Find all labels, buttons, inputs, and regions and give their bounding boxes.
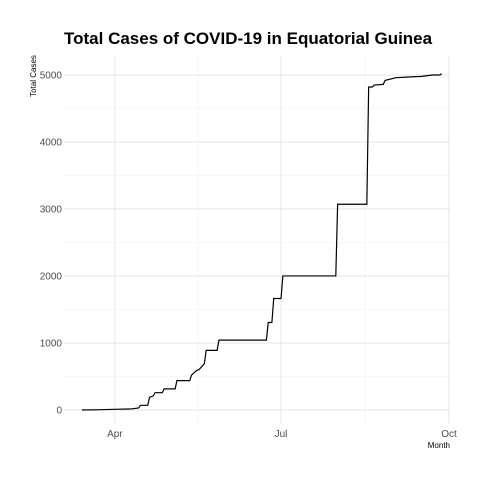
- x-axis-label: Month: [428, 441, 450, 450]
- y-tick-label: 5000: [40, 71, 63, 82]
- x-tick-label: Oct: [441, 429, 457, 440]
- x-axis-ticks: Apr Jul Oct: [107, 429, 457, 440]
- major-gridlines: [64, 56, 450, 424]
- y-axis-ticks: 0 1000 2000 3000 4000 5000: [40, 71, 63, 417]
- y-tick-label: 0: [56, 406, 62, 417]
- x-tick-label: Apr: [107, 429, 123, 440]
- series-layer: [81, 73, 443, 411]
- y-tick-label: 3000: [40, 205, 63, 216]
- series-line-0: [81, 73, 443, 411]
- x-tick-label: Jul: [275, 429, 288, 440]
- y-tick-label: 2000: [40, 272, 63, 283]
- chart-title: Total Cases of COVID-19 in Equatorial Gu…: [64, 29, 433, 48]
- minor-gridlines: [64, 56, 450, 424]
- y-axis-label: Total Cases: [29, 55, 38, 97]
- y-tick-label: 4000: [40, 138, 63, 149]
- y-tick-label: 1000: [40, 339, 63, 350]
